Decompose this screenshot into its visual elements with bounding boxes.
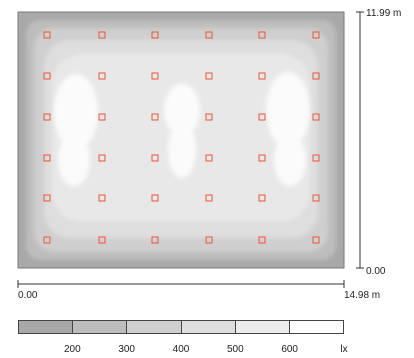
luminaire-marker: [258, 236, 266, 244]
legend-swatch: [288, 320, 345, 334]
luminaire-marker: [43, 72, 51, 80]
luminaire-marker: [151, 31, 159, 39]
luminaire-marker: [43, 194, 51, 202]
luminaire-marker: [98, 72, 106, 80]
luminaire-marker: [258, 113, 266, 121]
legend-tick-label: 600: [281, 344, 298, 355]
luminaire-marker: [98, 236, 106, 244]
luminaire-marker: [312, 113, 320, 121]
luminaire-marker: [258, 154, 266, 162]
luminaire-marker: [43, 236, 51, 244]
luminaire-marker: [43, 113, 51, 121]
luminaire-marker: [205, 236, 213, 244]
legend-tick-label: 300: [118, 344, 135, 355]
luminaire-marker: [205, 31, 213, 39]
luminaire-marker: [312, 154, 320, 162]
luminaire-marker: [151, 72, 159, 80]
legend-tick-label: 500: [226, 344, 244, 355]
width-label: 14.98 m: [344, 290, 381, 301]
luminaire-grid: [43, 31, 320, 244]
legend-swatch: [180, 320, 236, 334]
luminaire-marker: [312, 194, 320, 202]
legend-tick-label: 200: [63, 344, 81, 355]
luminaire-marker: [258, 72, 266, 80]
origin-y-label: 0.00: [366, 266, 386, 277]
dimension-y: [356, 11, 364, 269]
luminaire-marker: [205, 72, 213, 80]
origin-x-label: 0.00: [18, 290, 38, 301]
luminaire-marker: [258, 31, 266, 39]
luminaire-marker: [98, 113, 106, 121]
illuminance-legend: [18, 320, 345, 334]
legend-swatch: [72, 320, 128, 334]
luminaire-marker: [98, 154, 106, 162]
isolux-band-600: [54, 72, 310, 186]
legend-swatch: [234, 320, 290, 334]
luminaire-marker: [98, 194, 106, 202]
luminaire-marker: [258, 194, 266, 202]
luminaire-marker: [312, 72, 320, 80]
luminaire-marker: [151, 154, 159, 162]
luminaire-marker: [312, 236, 320, 244]
luminaire-marker: [151, 194, 159, 202]
luminaire-marker: [205, 113, 213, 121]
luminaire-marker: [205, 194, 213, 202]
luminaire-marker: [43, 154, 51, 162]
dimension-x: [17, 280, 345, 288]
luminaire-marker: [205, 154, 213, 162]
luminaire-marker: [151, 113, 159, 121]
luminaire-marker: [151, 236, 159, 244]
room-outline: [17, 11, 345, 269]
isolux-bands: [18, 12, 344, 268]
legend-tick-label: 400: [172, 344, 190, 355]
luminaire-marker: [98, 31, 106, 39]
height-label: 11.99 m: [366, 8, 402, 19]
luminaire-marker: [43, 31, 51, 39]
legend-unit-label: lx: [340, 344, 348, 355]
luminaire-marker: [312, 31, 320, 39]
legend-swatch: [18, 320, 74, 334]
legend-swatch: [126, 320, 182, 334]
legend-ticks: 200 300 400 500 600 lx: [18, 344, 398, 356]
